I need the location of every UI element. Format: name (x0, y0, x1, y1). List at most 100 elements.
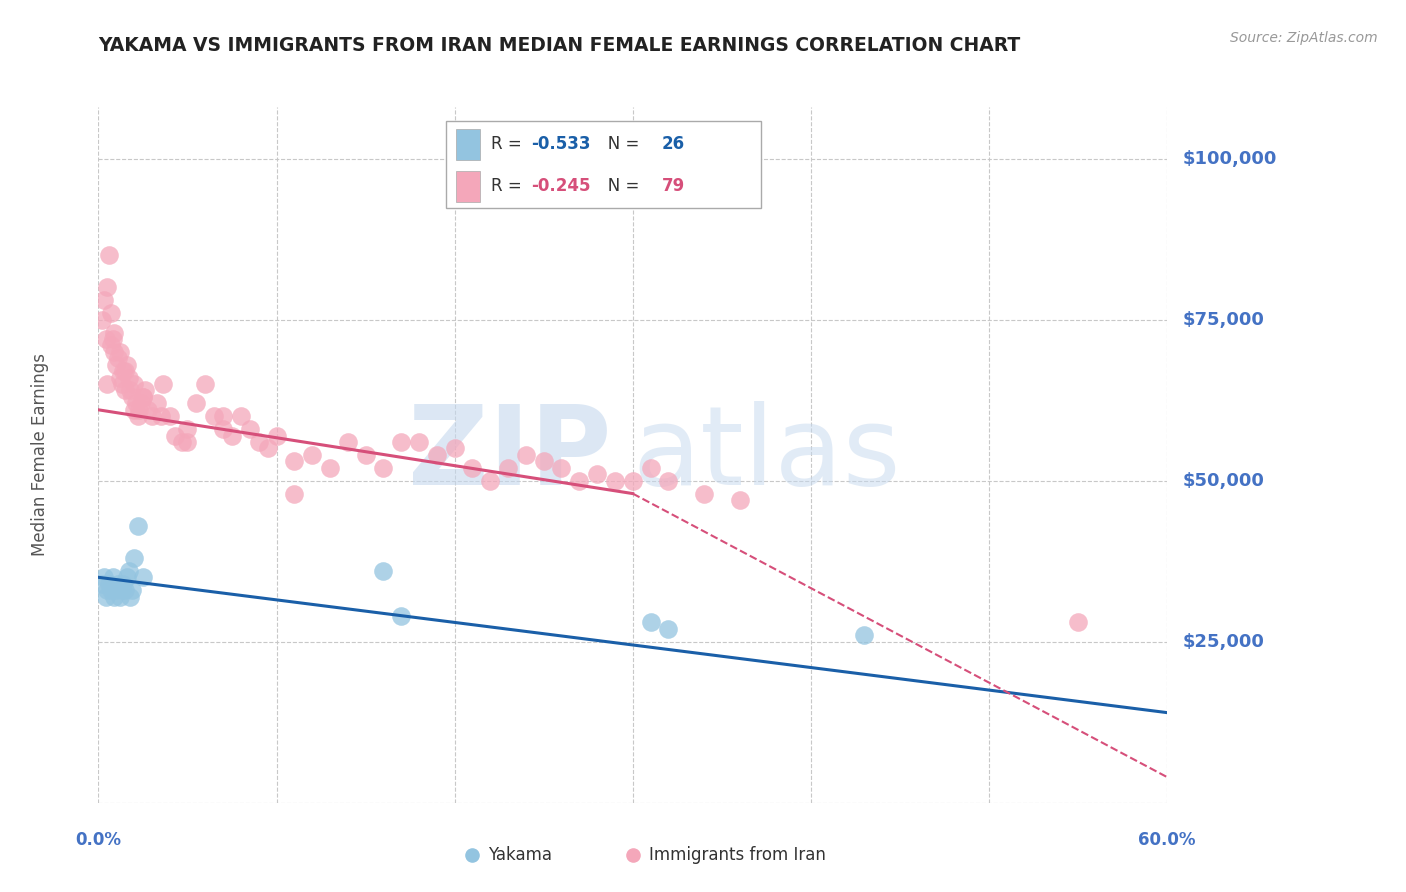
Point (657, 474, 679, 488)
Point (149, 409, 172, 424)
Text: R =: R = (491, 178, 527, 195)
Point (107, 576, 129, 591)
Point (122, 402, 145, 417)
Point (266, 428, 288, 442)
Point (212, 422, 235, 436)
Point (103, 326, 125, 340)
Point (141, 409, 163, 424)
Point (134, 384, 156, 398)
Point (977, 796, 1000, 810)
Text: N =: N = (592, 178, 645, 195)
Point (110, 377, 132, 392)
Text: YAKAMA VS IMMIGRANTS FROM IRAN MEDIAN FEMALE EARNINGS CORRELATION CHART: YAKAMA VS IMMIGRANTS FROM IRAN MEDIAN FE… (98, 36, 1021, 54)
Point (426, 448, 449, 462)
Point (103, 590, 125, 604)
Point (118, 370, 141, 384)
Text: ZIP: ZIP (408, 401, 612, 508)
Point (389, 435, 412, 450)
Text: N =: N = (592, 136, 645, 153)
Point (110, 583, 132, 598)
Text: $100,000: $100,000 (1182, 150, 1278, 168)
Point (114, 384, 136, 398)
Point (129, 396, 152, 410)
Point (176, 435, 198, 450)
Point (172, 435, 194, 450)
Point (98, 576, 121, 591)
Point (136, 402, 159, 417)
Point (105, 583, 128, 598)
Point (283, 486, 305, 500)
Point (640, 460, 662, 475)
Point (1067, 615, 1090, 630)
Point (533, 454, 555, 468)
Point (103, 344, 125, 359)
Point (163, 428, 186, 442)
Point (112, 364, 135, 378)
Point (132, 390, 155, 404)
Point (621, 474, 644, 488)
Text: $75,000: $75,000 (1182, 310, 1265, 328)
Point (127, 409, 149, 424)
Point (121, 583, 143, 598)
Text: 60.0%: 60.0% (1139, 830, 1195, 848)
Text: Immigrants from Iran: Immigrants from Iran (648, 846, 825, 864)
Point (128, 402, 150, 417)
Point (96, 280, 118, 294)
Point (568, 474, 591, 488)
Text: Median Female Earnings: Median Female Earnings (31, 353, 49, 557)
Point (122, 377, 145, 392)
Text: $25,000: $25,000 (1182, 632, 1265, 651)
Point (93, 570, 115, 584)
Point (94, 590, 117, 604)
Text: Source: ZipAtlas.com: Source: ZipAtlas.com (1230, 31, 1378, 45)
Point (118, 564, 141, 578)
Point (108, 344, 131, 359)
Point (373, 564, 395, 578)
Point (853, 628, 876, 642)
Point (229, 409, 252, 424)
Point (354, 448, 377, 462)
Point (186, 396, 208, 410)
Point (301, 448, 323, 462)
Text: 26: 26 (662, 136, 685, 153)
Point (108, 590, 131, 604)
Text: Yakama: Yakama (488, 846, 553, 864)
Point (114, 364, 136, 378)
Point (108, 370, 131, 384)
Point (247, 435, 270, 450)
Point (710, 796, 733, 810)
Point (132, 570, 155, 584)
Point (728, 493, 751, 508)
Point (101, 332, 124, 346)
Point (105, 358, 128, 372)
Text: -0.245: -0.245 (531, 178, 591, 195)
Text: -0.533: -0.533 (531, 136, 591, 153)
Point (93, 293, 115, 308)
Point (159, 409, 181, 424)
Point (176, 422, 198, 436)
Point (515, 448, 537, 462)
Point (96, 377, 118, 392)
Point (107, 351, 129, 366)
Point (336, 435, 359, 450)
FancyBboxPatch shape (446, 121, 761, 208)
Point (319, 460, 342, 475)
Point (120, 590, 142, 604)
Text: R =: R = (491, 136, 527, 153)
Point (408, 435, 430, 450)
Point (122, 551, 145, 566)
Point (100, 338, 122, 352)
Point (115, 358, 138, 372)
Point (100, 306, 122, 320)
Point (114, 583, 136, 598)
Point (603, 474, 626, 488)
Point (91, 576, 114, 591)
Point (125, 396, 148, 410)
Text: 0.0%: 0.0% (76, 830, 121, 848)
Text: 79: 79 (662, 178, 685, 195)
Point (121, 390, 143, 404)
Point (152, 377, 174, 392)
FancyBboxPatch shape (457, 128, 479, 160)
Point (132, 390, 155, 404)
Point (112, 576, 135, 591)
